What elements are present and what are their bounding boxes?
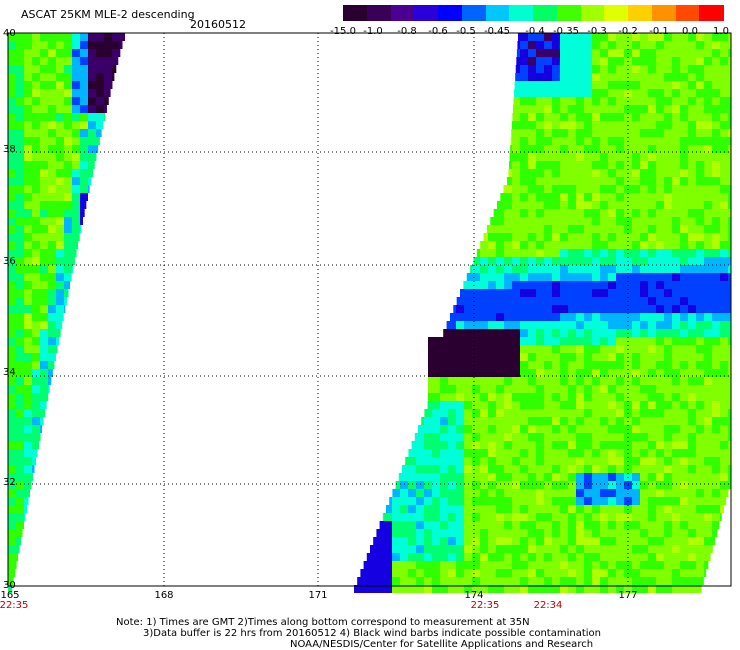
colorbar-swatch [628,5,653,21]
colorbar-swatch [485,5,510,21]
lat-label-30: 30 [3,580,16,591]
time-mid: 22:35 [470,600,500,611]
colorbar-label: 1.0 [713,26,729,37]
colorbar-swatch [651,5,677,21]
colorbar-swatch [414,5,439,21]
lat-label-34: 34 [3,367,16,378]
lon-label-168: 168 [154,590,174,601]
colorbar-label: -0.8 [397,26,417,37]
map-frame [7,32,732,587]
colorbar-swatch [699,5,724,21]
time-right: 22:34 [533,600,563,611]
colorbar-label: -15.0 [330,26,356,37]
colorbar-swatch [343,5,368,21]
lat-lon-grid [8,33,731,586]
lat-label-36: 36 [3,256,16,267]
colorbar-label: -1.0 [363,26,383,37]
product-date: 20160512 [190,18,246,31]
colorbar-label: -0.1 [649,26,669,37]
swath-data [8,33,731,593]
lon-label-171: 171 [308,590,328,601]
colorbar-swatch [390,5,415,21]
colorbar-swatch [580,5,605,21]
colorbar-label: 0.0 [682,26,698,37]
lat-label-32: 32 [3,477,16,488]
lon-label-174: 174 [464,590,484,601]
colorbar-swatch [438,5,463,21]
time-left: 22:35 [0,600,29,611]
colorbar-label: -0.5 [456,26,476,37]
colorbar-label: -0.3 [587,26,607,37]
lat-label-40: 40 [3,28,16,39]
colorbar-swatch [604,5,629,21]
colorbar-swatch [533,5,558,21]
note-line-2: 3)Data buffer is 22 hrs from 20160512 4)… [143,628,601,639]
product-title: ASCAT 25KM MLE-2 descending [21,8,195,21]
colorbar-swatch [366,5,392,21]
colorbar-label: -0.4 [525,26,545,37]
lon-label-165: 165 [0,590,20,601]
colorbar-swatch [509,5,534,21]
lon-label-177: 177 [618,590,638,601]
lat-label-38: 38 [3,144,16,155]
colorbar-swatch [461,5,487,21]
colorbar-label: -0.2 [618,26,638,37]
colorbar-label: -0.6 [428,26,448,37]
note-line-3: NOAA/NESDIS/Center for Satellite Applica… [290,639,594,650]
colorbar-label: -0.35 [553,26,579,37]
colorbar-swatch [556,5,582,21]
colorbar-swatch [675,5,700,21]
colorbar-label: -0.45 [484,26,510,37]
note-line-1: Note: 1) Times are GMT 2)Times along bot… [116,617,530,628]
